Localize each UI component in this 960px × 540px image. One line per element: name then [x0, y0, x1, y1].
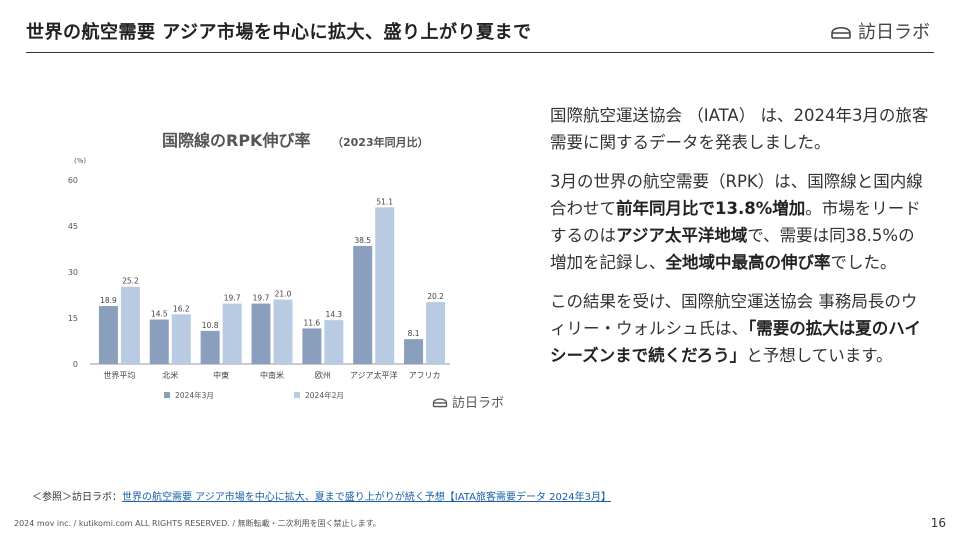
bar-value-label: 25.2: [122, 277, 139, 286]
paragraph-2: 3月の世界の航空需要（RPK）は、国際線と国内線合わせて前年同月比で13.8%増…: [550, 172, 923, 272]
bar-value-label: 16.2: [173, 304, 190, 313]
bar-mar: [302, 328, 322, 364]
bar-mar: [200, 330, 220, 364]
x-category-label: 欧州: [315, 370, 331, 380]
bar-feb: [426, 302, 446, 364]
bar-value-label: 18.9: [100, 296, 117, 305]
highlight-growth: 前年同月比で13.8%増加: [616, 199, 806, 218]
bar-value-label: 11.6: [304, 318, 321, 327]
bar-value-label: 14.3: [326, 310, 343, 319]
chart-title: 国際線のRPK伸び率: [162, 131, 310, 150]
x-category-label: 中南米: [260, 370, 284, 380]
reference-line: ＜参照＞訪日ラボ：世界の航空需要 アジア市場を中心に拡大、夏まで盛り上がりが続く…: [32, 488, 611, 503]
logo-icon: [831, 26, 851, 39]
rpk-chart: 国際線のRPK伸び率 （2023年同月比） (%) 0 15 30 45 60 世界平均 北…: [60, 118, 520, 418]
page-title: 世界の航空需要 アジア市場を中心に拡大、盛り上がり夏まで: [26, 22, 532, 43]
bar-value-label: 38.5: [354, 236, 371, 245]
page-number: 16: [930, 516, 946, 530]
x-category-label: 北米: [162, 370, 178, 380]
bar-value-label: 10.8: [202, 321, 219, 330]
y-tick-label: 15: [68, 314, 78, 323]
highlight-top-growth: 全地域中最高の伸び率: [665, 253, 831, 272]
bar-feb: [375, 207, 395, 364]
y-tick-label: 45: [68, 222, 78, 231]
bar-value-label: 8.1: [408, 329, 420, 338]
x-category-label: アフリカ: [409, 371, 441, 380]
bar-value-label: 21.0: [275, 290, 292, 299]
bar-mar: [149, 319, 169, 364]
bar-mar: [353, 245, 373, 364]
chart-logo: 訪日ラボ: [432, 392, 504, 411]
body-text: 国際航空運送協会 （IATA） は、2024年3月の旅客需要に関するデータを発表…: [550, 102, 930, 381]
reference-link[interactable]: 世界の航空需要 アジア市場を中心に拡大、夏まで盛り上がりが続く予想【IATA旅客…: [122, 492, 611, 503]
chart-svg: 国際線のRPK伸び率 （2023年同月比） (%) 0 15 30 45 60 世界平均 北…: [68, 131, 450, 400]
paragraph-3: この結果を受け、国際航空運送協会 事務局長のウィリー・ウォルシュ氏は、「需要の拡…: [550, 292, 921, 365]
legend-label: 2024年2月: [305, 390, 344, 400]
y-tick-label: 60: [68, 176, 78, 185]
logo-text: 訪日ラボ: [858, 22, 930, 43]
chart-logo-text: 訪日ラボ: [452, 396, 505, 411]
reference-prefix: ＜参照＞訪日ラボ：: [32, 492, 122, 503]
footer-copyright: 2024 mov inc. / kutikomi.com ALL RIGHTS …: [14, 519, 381, 528]
y-tick-label: 30: [68, 268, 78, 277]
bar-feb: [222, 303, 242, 364]
bar-feb: [171, 314, 191, 364]
bar-feb: [324, 320, 344, 364]
highlight-quote: 「需要の拡大は夏のハイシーズンまで続くだろう」: [550, 319, 921, 365]
bar-mar: [251, 303, 271, 364]
x-category-label: アジア太平洋: [350, 370, 398, 380]
chart-subtitle: （2023年同月比）: [332, 135, 429, 149]
bar-mar: [404, 339, 424, 364]
highlight-region: アジア太平洋地域: [616, 226, 748, 245]
header-divider: [26, 52, 934, 53]
brand-logo: 訪日ラボ: [830, 18, 930, 44]
bar-value-label: 14.5: [151, 310, 168, 319]
bar-feb: [120, 286, 140, 364]
bar-value-label: 51.1: [376, 197, 393, 206]
x-category-label: 世界平均: [103, 370, 135, 380]
bar-value-label: 19.7: [253, 294, 270, 303]
bar-mar: [98, 306, 118, 364]
legend-swatch: [164, 392, 170, 398]
y-tick-label: 0: [73, 360, 78, 369]
bar-feb: [273, 299, 293, 364]
x-category-label: 中東: [213, 370, 229, 380]
paragraph-1: 国際航空運送協会 （IATA） は、2024年3月の旅客需要に関するデータを発表…: [550, 106, 929, 152]
chart-unit-label: (%): [74, 157, 86, 165]
chart-logo-icon: [432, 398, 448, 408]
bar-value-label: 19.7: [224, 294, 241, 303]
legend-swatch: [294, 392, 300, 398]
bar-value-label: 20.2: [427, 292, 444, 301]
legend-label: 2024年3月: [175, 390, 214, 400]
